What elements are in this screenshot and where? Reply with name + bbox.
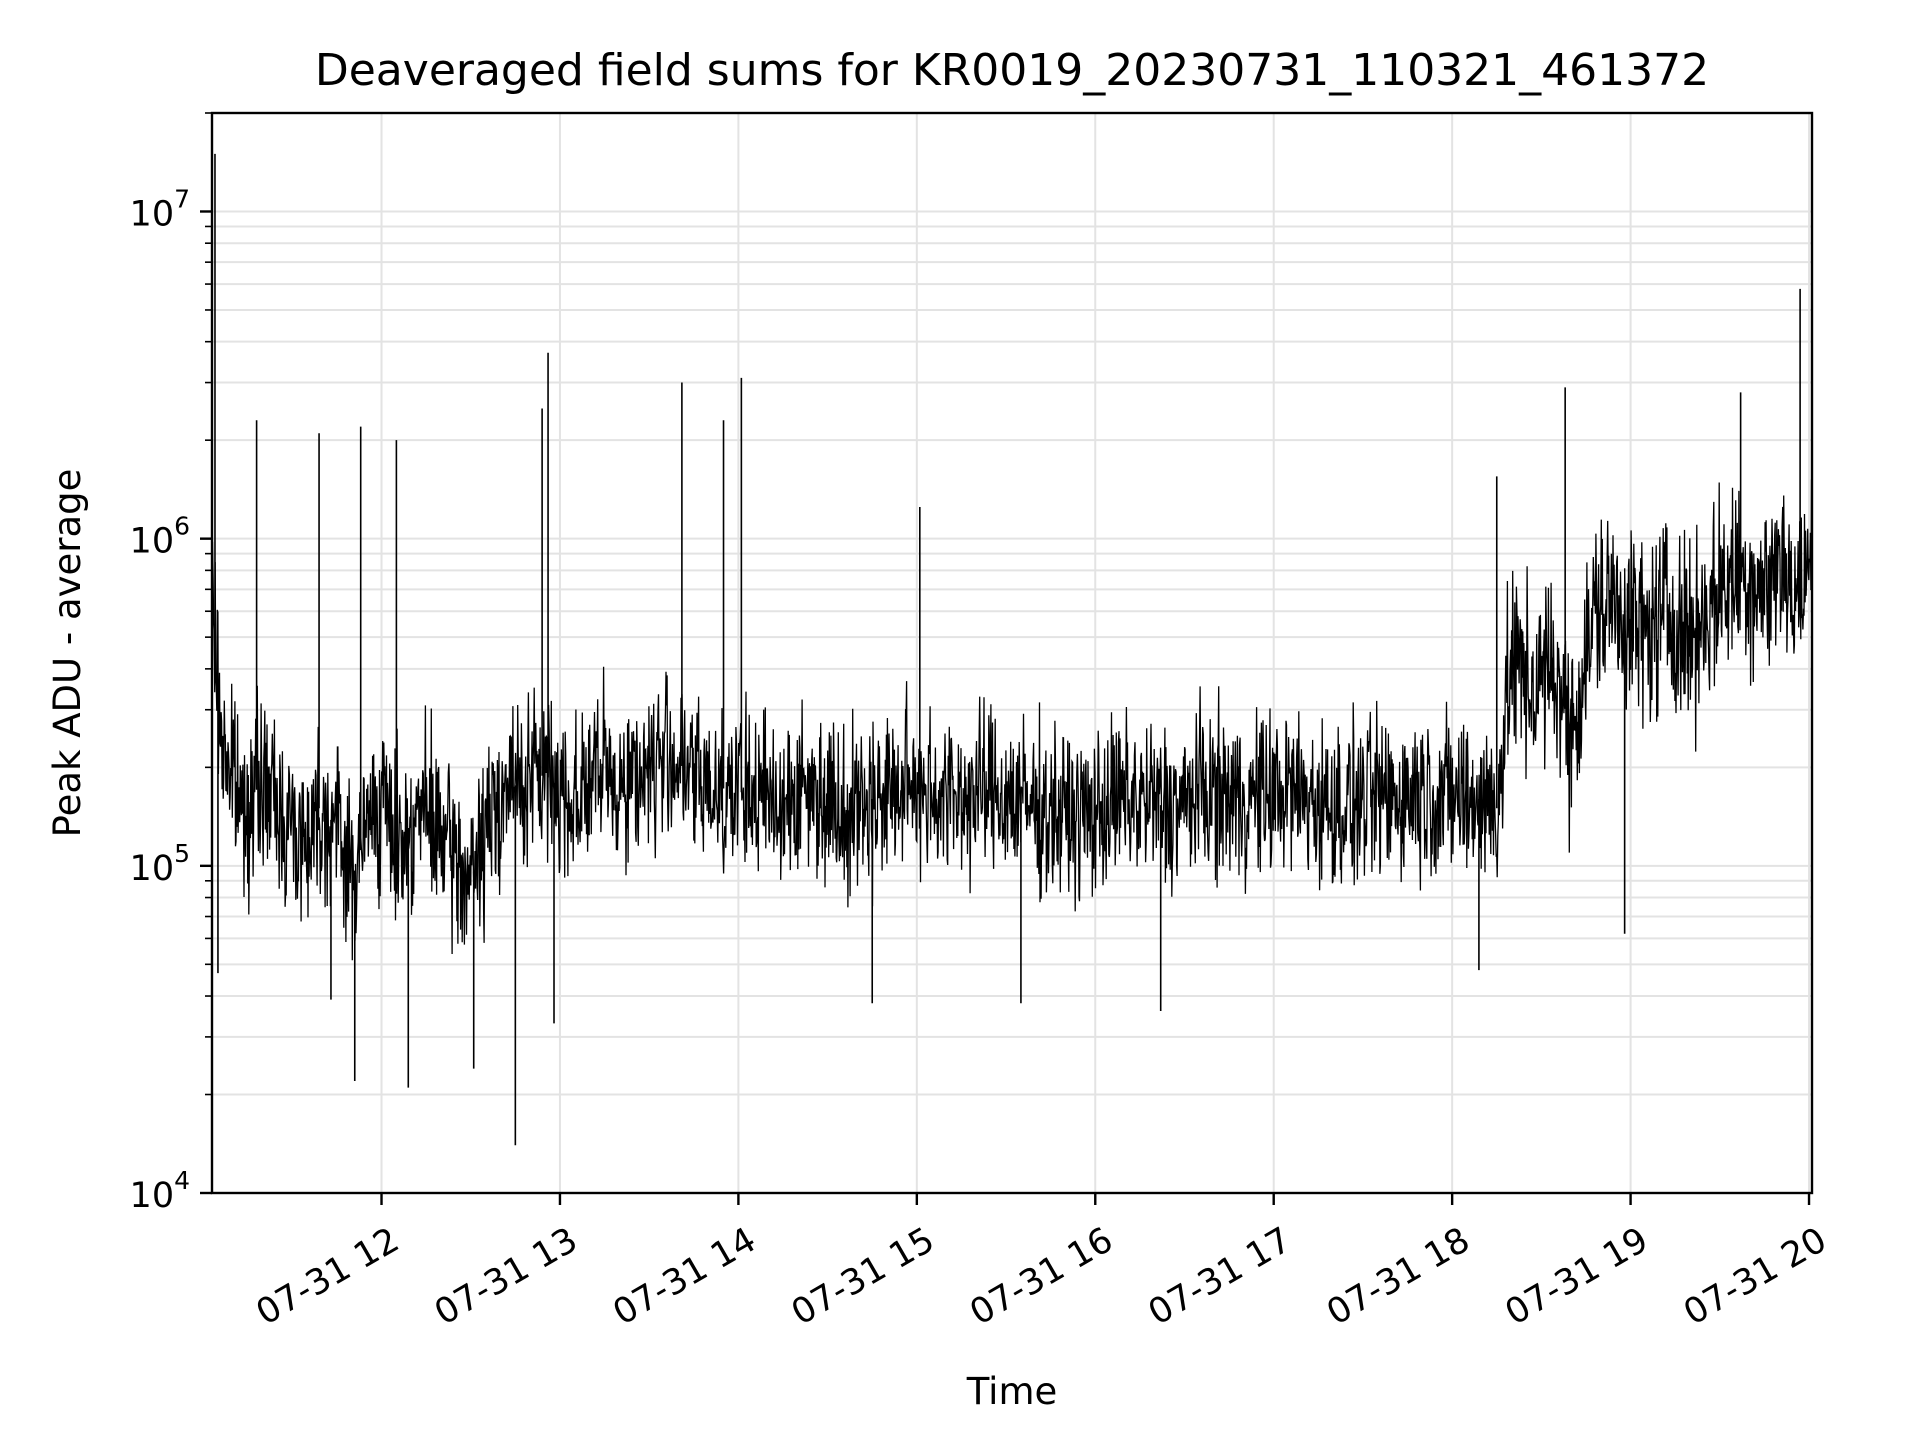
x-axis-label: Time	[966, 1370, 1058, 1413]
series-layer	[211, 153, 1813, 1146]
y-tick-label: 104	[130, 1166, 190, 1216]
series-line	[211, 479, 1813, 961]
y-axis-ticks: 104 105 106 107	[130, 112, 212, 1216]
y-tick-label: 106	[130, 512, 190, 562]
plot-frame	[210, 111, 1814, 1195]
y-axis-label: Peak ADU - average	[46, 469, 89, 838]
y-tick-label: 107	[130, 184, 190, 234]
y-tick-label: 105	[130, 839, 190, 889]
chart-title: Deaveraged field sums for KR0019_2023073…	[315, 45, 1709, 96]
